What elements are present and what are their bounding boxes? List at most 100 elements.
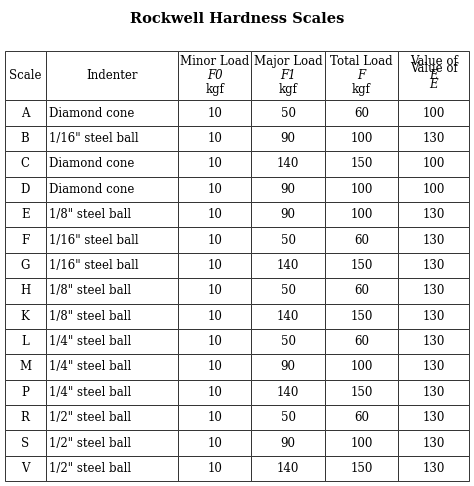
Text: Diamond cone: Diamond cone [49, 183, 135, 196]
Text: 1/16" steel ball: 1/16" steel ball [49, 132, 139, 145]
Text: 1/16" steel ball: 1/16" steel ball [49, 234, 139, 246]
Bar [46, 227, 178, 253]
Bar [325, 176, 398, 202]
Bar [325, 253, 398, 278]
Bar [251, 101, 325, 126]
Text: 100: 100 [350, 183, 373, 196]
Bar [5, 126, 46, 151]
Text: 50: 50 [281, 107, 296, 120]
Bar [46, 354, 178, 380]
Text: C: C [21, 157, 30, 171]
Text: 10: 10 [207, 310, 222, 323]
Bar [251, 253, 325, 278]
Bar [178, 126, 251, 151]
Text: 150: 150 [350, 259, 373, 272]
Text: 60: 60 [354, 107, 369, 120]
Bar [251, 176, 325, 202]
Text: E: E [429, 78, 438, 91]
Bar [398, 456, 469, 481]
Bar [325, 126, 398, 151]
Text: 90: 90 [281, 436, 296, 450]
Text: Minor Load: Minor Load [180, 55, 249, 69]
Text: 130: 130 [422, 132, 445, 145]
Text: Scale: Scale [9, 69, 41, 82]
Text: 10: 10 [207, 361, 222, 373]
Text: 10: 10 [207, 132, 222, 145]
Bar [178, 101, 251, 126]
Bar [398, 303, 469, 329]
Text: Major Load: Major Load [254, 55, 322, 69]
Text: 10: 10 [207, 157, 222, 171]
Text: 50: 50 [281, 411, 296, 424]
Bar [46, 51, 178, 101]
Bar [178, 303, 251, 329]
Bar [398, 202, 469, 227]
Bar [46, 380, 178, 405]
Bar [5, 202, 46, 227]
Bar [251, 202, 325, 227]
Text: G: G [20, 259, 30, 272]
Text: 100: 100 [422, 183, 445, 196]
Text: Value of: Value of [410, 55, 457, 69]
Bar [178, 380, 251, 405]
Bar [5, 278, 46, 303]
Bar [251, 380, 325, 405]
Bar [325, 202, 398, 227]
Bar [5, 405, 46, 431]
Bar [178, 227, 251, 253]
Bar [178, 253, 251, 278]
Bar [46, 456, 178, 481]
Text: 130: 130 [422, 310, 445, 323]
Bar [5, 253, 46, 278]
Text: Rockwell Hardness Scales: Rockwell Hardness Scales [130, 13, 344, 26]
Bar [398, 101, 469, 126]
Text: 100: 100 [350, 132, 373, 145]
Text: 50: 50 [281, 335, 296, 348]
Text: R: R [21, 411, 29, 424]
Text: 150: 150 [350, 386, 373, 399]
Bar [325, 303, 398, 329]
Bar [398, 405, 469, 431]
Text: M: M [19, 361, 31, 373]
Text: A: A [21, 107, 29, 120]
Bar [251, 431, 325, 456]
Bar [325, 456, 398, 481]
Text: 10: 10 [207, 284, 222, 297]
Text: 1/4" steel ball: 1/4" steel ball [49, 386, 132, 399]
Bar [5, 431, 46, 456]
Text: 100: 100 [350, 208, 373, 221]
Bar [178, 51, 251, 101]
Text: 10: 10 [207, 386, 222, 399]
Text: kgf: kgf [279, 83, 298, 96]
Text: F1: F1 [280, 69, 296, 82]
Text: 10: 10 [207, 436, 222, 450]
Text: 1/2" steel ball: 1/2" steel ball [49, 436, 131, 450]
Bar [398, 51, 469, 101]
Text: 90: 90 [281, 361, 296, 373]
Bar [46, 176, 178, 202]
Bar [325, 151, 398, 176]
Text: 10: 10 [207, 107, 222, 120]
Text: 1/16" steel ball: 1/16" steel ball [49, 259, 139, 272]
Text: 50: 50 [281, 234, 296, 246]
Bar [251, 303, 325, 329]
Bar [398, 126, 469, 151]
Bar [325, 405, 398, 431]
Text: Total Load: Total Load [330, 55, 393, 69]
Text: 10: 10 [207, 335, 222, 348]
Text: 100: 100 [350, 361, 373, 373]
Bar [398, 176, 469, 202]
Text: 50: 50 [281, 284, 296, 297]
Text: 100: 100 [350, 436, 373, 450]
Text: 130: 130 [422, 462, 445, 475]
Bar [46, 431, 178, 456]
Text: 60: 60 [354, 234, 369, 246]
Bar [178, 329, 251, 354]
Text: 140: 140 [277, 462, 299, 475]
Bar [398, 278, 469, 303]
Text: 130: 130 [422, 411, 445, 424]
Bar [46, 405, 178, 431]
Text: 1/8" steel ball: 1/8" steel ball [49, 310, 131, 323]
Bar [251, 405, 325, 431]
Bar [5, 456, 46, 481]
